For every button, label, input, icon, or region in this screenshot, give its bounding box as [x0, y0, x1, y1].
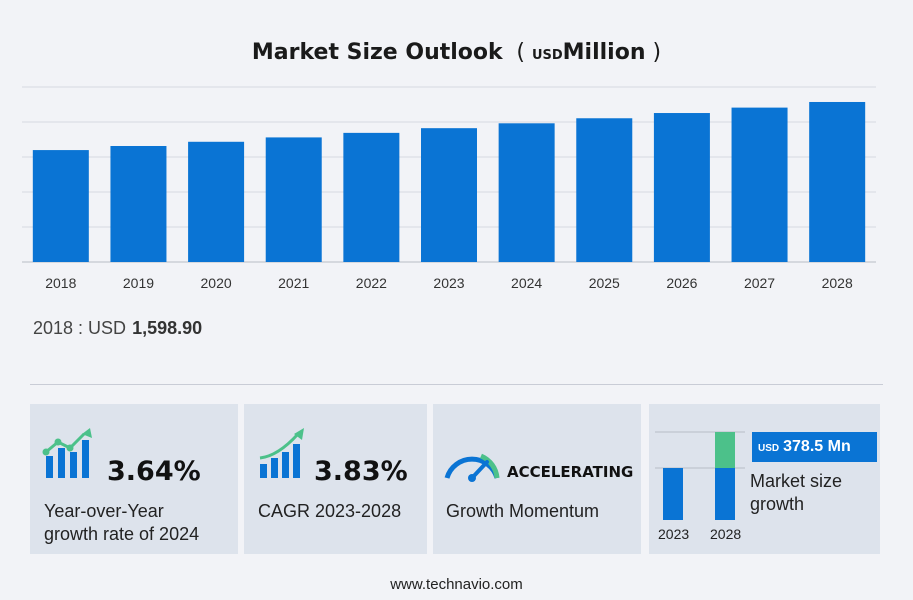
growth-card: 2023 2028 USD 378.5 Mn Market size growth: [649, 404, 880, 554]
x-tick-label-2020: 2020: [201, 275, 232, 291]
base-year-value: 2018 : USD 1,598.90: [33, 318, 202, 339]
bar-2025: [576, 118, 633, 263]
x-tick-label-2019: 2019: [123, 275, 154, 291]
base-year-number: 1,598.90: [132, 318, 203, 338]
bar-2028: [809, 101, 866, 262]
x-tick-label-2021: 2021: [278, 275, 309, 291]
momentum-label: Growth Momentum: [446, 501, 600, 521]
x-tick-label-2027: 2027: [744, 275, 775, 291]
bar-2019: [110, 146, 167, 262]
yoy-card: 3.64% Year-over-Year growth rate of 2024: [30, 404, 238, 554]
x-tick-label-2028: 2028: [822, 275, 853, 291]
bar-2027: [731, 107, 788, 262]
growth-badge-value: 378.5 Mn: [783, 438, 851, 455]
cagr-label: CAGR 2023-2028: [258, 501, 402, 521]
x-tick-label-2025: 2025: [589, 275, 620, 291]
cagr-value: 3.83%: [314, 456, 408, 487]
cagr-card: 3.83% CAGR 2023-2028: [244, 404, 427, 554]
base-year-label: 2018 : USD: [33, 318, 127, 338]
growth-badge-prefix: USD: [758, 443, 780, 454]
bar-2026: [653, 113, 710, 262]
growth-label: Market size growth: [750, 471, 843, 514]
x-tick-label-2022: 2022: [356, 275, 387, 291]
speedometer-icon: [444, 453, 500, 482]
x-tick-label-2024: 2024: [511, 275, 542, 291]
rising-bars-icon: [259, 428, 304, 478]
bar-2018: [32, 150, 89, 262]
bar-chart: 2018 2019 2020 2021 2022 2023 2024 2025 2026 2027…: [22, 86, 876, 291]
bar-2020: [188, 141, 245, 262]
footer-url: www.technavio.com: [390, 576, 523, 593]
x-tick-label-2018: 2018: [45, 275, 76, 291]
momentum-value: ACCELERATING: [507, 463, 634, 481]
x-tick-label-2023: 2023: [433, 275, 464, 291]
growth-badge: USD 378.5 Mn: [752, 432, 877, 462]
chart-title-main: Market Size Outlook: [251, 40, 503, 65]
bar-2021: [265, 137, 322, 262]
section-divider: [30, 384, 883, 385]
yoy-label: Year-over-Year growth rate of 2024: [44, 501, 200, 544]
mini-year-2023: 2023: [658, 526, 690, 542]
bar-2024: [498, 123, 555, 262]
x-tick-label-2026: 2026: [666, 275, 697, 291]
momentum-card: ACCELERATING Growth Momentum: [433, 404, 641, 554]
growth-chart-icon: [42, 428, 92, 478]
chart-title-unit: ( USDMillion ): [516, 40, 662, 65]
mini-year-2028: 2028: [710, 526, 742, 542]
bar-2022: [343, 132, 400, 262]
growth-mini-chart: [655, 431, 745, 520]
chart-title: Market Size Outlook ( USDMillion ): [0, 40, 913, 65]
bar-2023: [421, 128, 477, 262]
yoy-value: 3.64%: [107, 456, 201, 487]
